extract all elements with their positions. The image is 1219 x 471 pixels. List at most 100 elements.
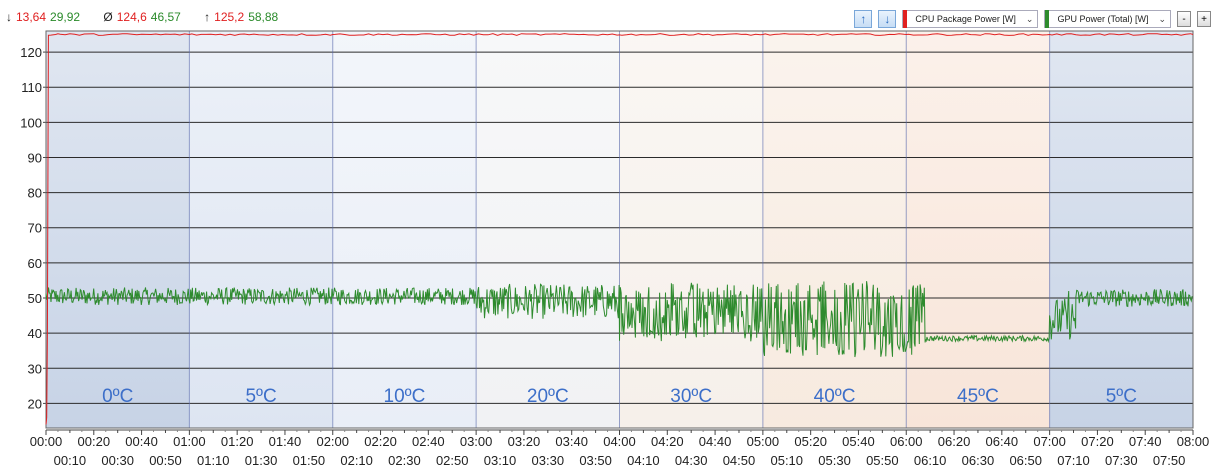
move-down-icon[interactable]: ↓ xyxy=(878,10,897,28)
x-tick-label-minor: 05:10 xyxy=(770,453,803,468)
x-tick-label-minor: 03:50 xyxy=(579,453,612,468)
x-tick-label-minor: 06:30 xyxy=(962,453,995,468)
series2-select[interactable]: GPU Power (Total) [W] ⌄ xyxy=(1044,10,1171,28)
x-tick-label: 03:20 xyxy=(508,434,541,449)
x-tick-label-minor: 02:30 xyxy=(388,453,421,468)
band-label: 30ºC xyxy=(670,386,712,407)
y-tick-label: 110 xyxy=(21,80,42,95)
series1-swatch xyxy=(903,10,908,28)
x-tick-label: 00:20 xyxy=(78,434,111,449)
x-tick-label: 05:40 xyxy=(842,434,875,449)
band-label: 10ºC xyxy=(384,386,426,407)
temp-band xyxy=(189,31,333,428)
x-tick-label-minor: 01:30 xyxy=(245,453,278,468)
x-tick-label: 06:20 xyxy=(938,434,971,449)
x-tick-label: 04:40 xyxy=(699,434,732,449)
series2-label: GPU Power (Total) [W] xyxy=(1057,14,1149,24)
band-label: 45ºC xyxy=(957,386,999,407)
x-tick-label: 01:00 xyxy=(173,434,206,449)
x-tick-label-minor: 01:50 xyxy=(293,453,326,468)
x-tick-label: 02:20 xyxy=(364,434,397,449)
chevron-down-icon: ⌄ xyxy=(1158,13,1166,24)
x-tick-label-minor: 07:10 xyxy=(1057,453,1090,468)
x-tick-label-minor: 00:50 xyxy=(149,453,182,468)
x-tick-label-minor: 04:30 xyxy=(675,453,708,468)
temp-band xyxy=(476,31,620,428)
move-up-icon[interactable]: ↑ xyxy=(854,10,873,28)
x-tick-label: 07:20 xyxy=(1081,434,1114,449)
y-tick-label: 40 xyxy=(28,326,42,341)
x-tick-label-minor: 03:30 xyxy=(532,453,565,468)
temp-band xyxy=(906,31,1050,428)
y-tick-label: 60 xyxy=(28,256,42,271)
max-cpu: 125,2 xyxy=(214,10,245,24)
x-tick-label-minor: 01:10 xyxy=(197,453,230,468)
y-tick-label: 100 xyxy=(20,115,42,130)
toolbar: ↑ ↓ CPU Package Power [W] ⌄ GPU Power (T… xyxy=(854,8,1211,30)
min-gpu: 29,92 xyxy=(50,10,81,24)
temp-band xyxy=(762,31,907,428)
x-tick-label: 05:00 xyxy=(747,434,780,449)
zoom-out-button[interactable]: - xyxy=(1177,11,1191,27)
max-symbol: ↑ xyxy=(204,10,211,24)
temp-band xyxy=(1049,31,1193,428)
x-tick-label-minor: 00:10 xyxy=(54,453,87,468)
x-tick-label: 04:00 xyxy=(603,434,636,449)
x-tick-label: 02:00 xyxy=(316,434,349,449)
x-tick-label: 03:00 xyxy=(460,434,493,449)
y-tick-label: 90 xyxy=(28,150,42,165)
min-symbol: ↓ xyxy=(6,10,12,24)
x-tick-label-minor: 03:10 xyxy=(484,453,517,468)
series1-select[interactable]: CPU Package Power [W] ⌄ xyxy=(902,10,1039,28)
stats-bar: ↓ 13,64 29,92 Ø 124,6 46,57 ↑ 125,2 58,88 xyxy=(6,10,282,24)
x-tick-label-minor: 04:50 xyxy=(723,453,756,468)
band-label: 40ºC xyxy=(814,386,856,407)
series2-swatch xyxy=(1045,10,1050,28)
x-tick-label-minor: 05:30 xyxy=(818,453,851,468)
y-tick-label: 50 xyxy=(28,291,42,306)
x-tick-label: 07:00 xyxy=(1033,434,1066,449)
temp-band xyxy=(332,31,477,428)
x-tick-label: 05:20 xyxy=(794,434,827,449)
x-tick-label: 01:20 xyxy=(221,434,254,449)
x-tick-label: 07:40 xyxy=(1129,434,1162,449)
zoom-in-button[interactable]: + xyxy=(1197,11,1211,27)
band-label: 0ºC xyxy=(102,386,133,407)
avg-gpu: 46,57 xyxy=(150,10,181,24)
band-label: 5ºC xyxy=(245,386,276,407)
cpu-power-line xyxy=(45,33,1194,425)
band-label: 5ºC xyxy=(1106,386,1137,407)
x-tick-label-minor: 05:50 xyxy=(866,453,899,468)
x-tick-label: 03:40 xyxy=(555,434,588,449)
x-tick-label-minor: 04:10 xyxy=(627,453,660,468)
band-label: 20ºC xyxy=(527,386,569,407)
x-tick-label-minor: 07:30 xyxy=(1105,453,1138,468)
y-tick-label: 120 xyxy=(20,45,42,60)
x-tick-label: 01:40 xyxy=(269,434,302,449)
x-tick-label-minor: 07:50 xyxy=(1153,453,1186,468)
x-tick-label: 08:00 xyxy=(1177,434,1210,449)
x-tick-label: 00:40 xyxy=(125,434,158,449)
x-tick-label: 00:00 xyxy=(30,434,63,449)
x-tick-label-minor: 06:10 xyxy=(914,453,947,468)
x-tick-label-minor: 06:50 xyxy=(1009,453,1042,468)
avg-symbol: Ø xyxy=(103,10,113,24)
temp-band xyxy=(619,31,763,428)
plot-border xyxy=(45,30,1194,429)
y-tick-label: 20 xyxy=(28,396,42,411)
chevron-down-icon: ⌄ xyxy=(1025,13,1034,24)
x-tick-label-minor: 00:30 xyxy=(101,453,134,468)
y-tick-label: 30 xyxy=(28,361,42,376)
temp-band xyxy=(46,31,190,428)
x-tick-label: 06:40 xyxy=(986,434,1019,449)
y-tick-label: 70 xyxy=(28,221,42,236)
avg-cpu: 124,6 xyxy=(116,10,147,24)
x-tick-label: 04:20 xyxy=(651,434,684,449)
max-gpu: 58,88 xyxy=(248,10,279,24)
x-tick-label-minor: 02:10 xyxy=(340,453,373,468)
series1-label: CPU Package Power [W] xyxy=(915,14,1016,24)
x-tick-label: 06:00 xyxy=(890,434,923,449)
gpu-power-line xyxy=(45,281,1193,358)
min-cpu: 13,64 xyxy=(16,10,47,24)
